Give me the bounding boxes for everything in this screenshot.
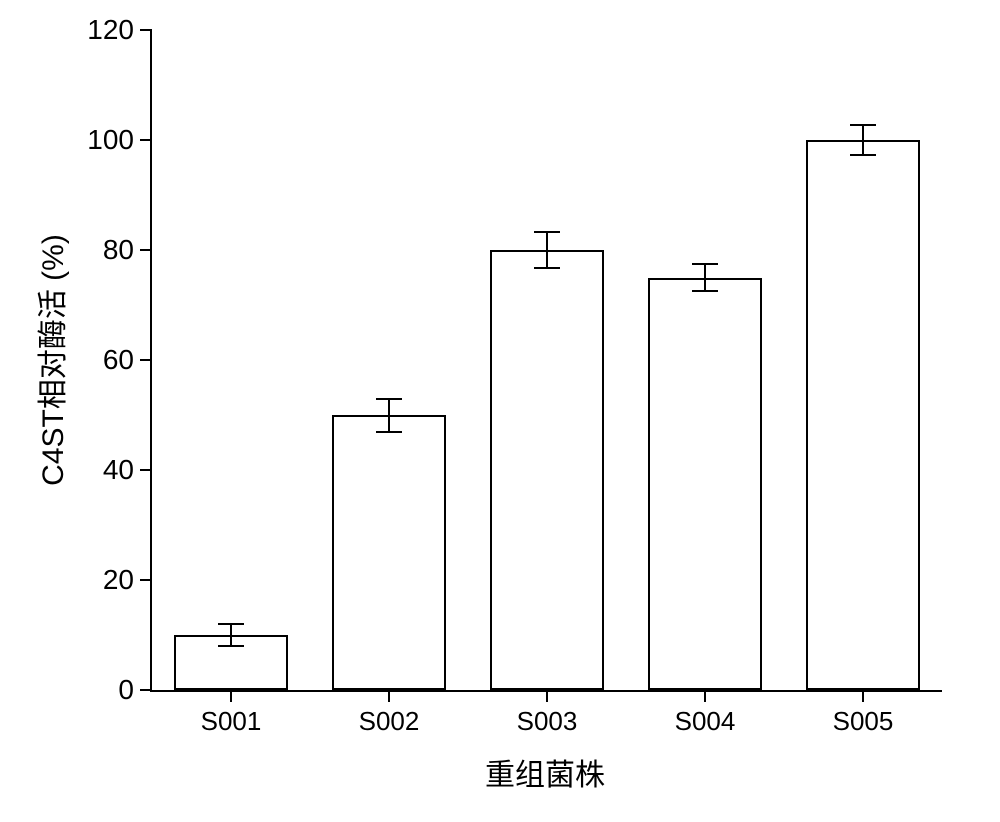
x-tick [546,690,548,702]
y-tick-label: 20 [103,564,134,596]
x-tick-label: S004 [675,706,736,737]
y-tick-label: 0 [118,674,134,706]
chart-container: 020406080100120S001S002S003S004S005 C4ST… [0,0,1000,822]
ticks-layer: 020406080100120S001S002S003S004S005 [152,30,942,690]
y-tick [140,579,152,581]
y-tick [140,469,152,471]
y-tick-label: 60 [103,344,134,376]
y-tick-label: 80 [103,234,134,266]
x-tick [704,690,706,702]
y-tick-label: 100 [87,124,134,156]
y-tick-label: 120 [87,14,134,46]
plot-area: 020406080100120S001S002S003S004S005 [150,30,942,692]
x-tick-label: S001 [201,706,262,737]
x-tick-label: S005 [833,706,894,737]
x-axis-title: 重组菌株 [485,750,605,794]
y-tick-label: 40 [103,454,134,486]
x-tick [230,690,232,702]
x-tick-label: S002 [359,706,420,737]
y-tick [140,139,152,141]
x-tick [862,690,864,702]
x-tick [388,690,390,702]
y-tick [140,689,152,691]
x-tick-label: S003 [517,706,578,737]
y-tick [140,359,152,361]
y-tick [140,249,152,251]
y-axis-title: C4ST相对酶活 (%) [28,234,72,486]
y-tick [140,29,152,31]
